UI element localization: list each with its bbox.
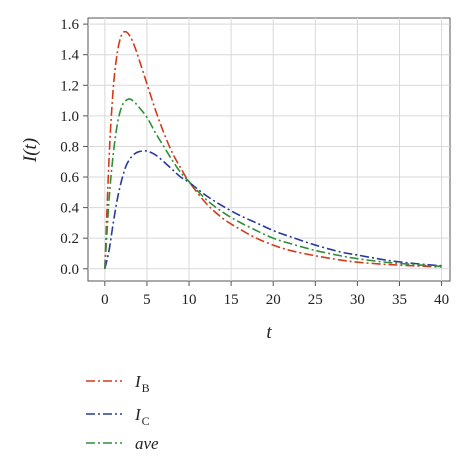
y-tick-label: 1.4 (60, 48, 79, 64)
axis-ticks: 0 5 10 15 20 25 30 35 40 0.0 0.2 0.4 0.6 0.8 1.0 1.2 1.4… (60, 17, 449, 308)
series-line-2 (104, 150, 442, 269)
series-line-1 (104, 30, 442, 269)
y-tick-label: 0.6 (60, 170, 79, 186)
x-tick-label: 30 (350, 292, 365, 308)
y-axis-label: I(t) (20, 138, 41, 163)
legend-label-main: I (134, 405, 142, 424)
y-tick-label: 1.0 (60, 109, 79, 125)
x-tick-label: 40 (434, 292, 449, 308)
y-tick-label: 1.2 (60, 78, 79, 94)
y-tick-label: 0.2 (60, 231, 79, 247)
x-tick-label: 0 (101, 292, 109, 308)
legend-label-main: ave (135, 434, 159, 453)
legend-label-main: I (134, 372, 142, 391)
legend-label-1: IB (134, 372, 150, 395)
series-layer (104, 30, 442, 269)
y-tick-label: 0.0 (60, 262, 79, 278)
legend-label-3: ave (135, 434, 159, 453)
y-tick-label: 1.6 (60, 17, 79, 33)
series-line-3 (104, 98, 442, 269)
y-tick-label: 0.8 (60, 139, 79, 155)
y-tick-label: 0.4 (60, 201, 79, 217)
x-tick-label: 35 (392, 292, 407, 308)
legend-label-subscript: B (142, 381, 150, 395)
plot-area (87, 17, 451, 282)
x-tick-label: 5 (143, 292, 151, 308)
x-tick-label: 15 (224, 292, 239, 308)
x-tick-label: 25 (308, 292, 323, 308)
legend-label-2: IC (134, 405, 150, 428)
grid-lines (88, 18, 450, 281)
x-axis-label: t (266, 322, 272, 343)
x-tick-label: 10 (182, 292, 197, 308)
legend-label-subscript: C (142, 414, 150, 428)
x-tick-label: 20 (266, 292, 281, 308)
